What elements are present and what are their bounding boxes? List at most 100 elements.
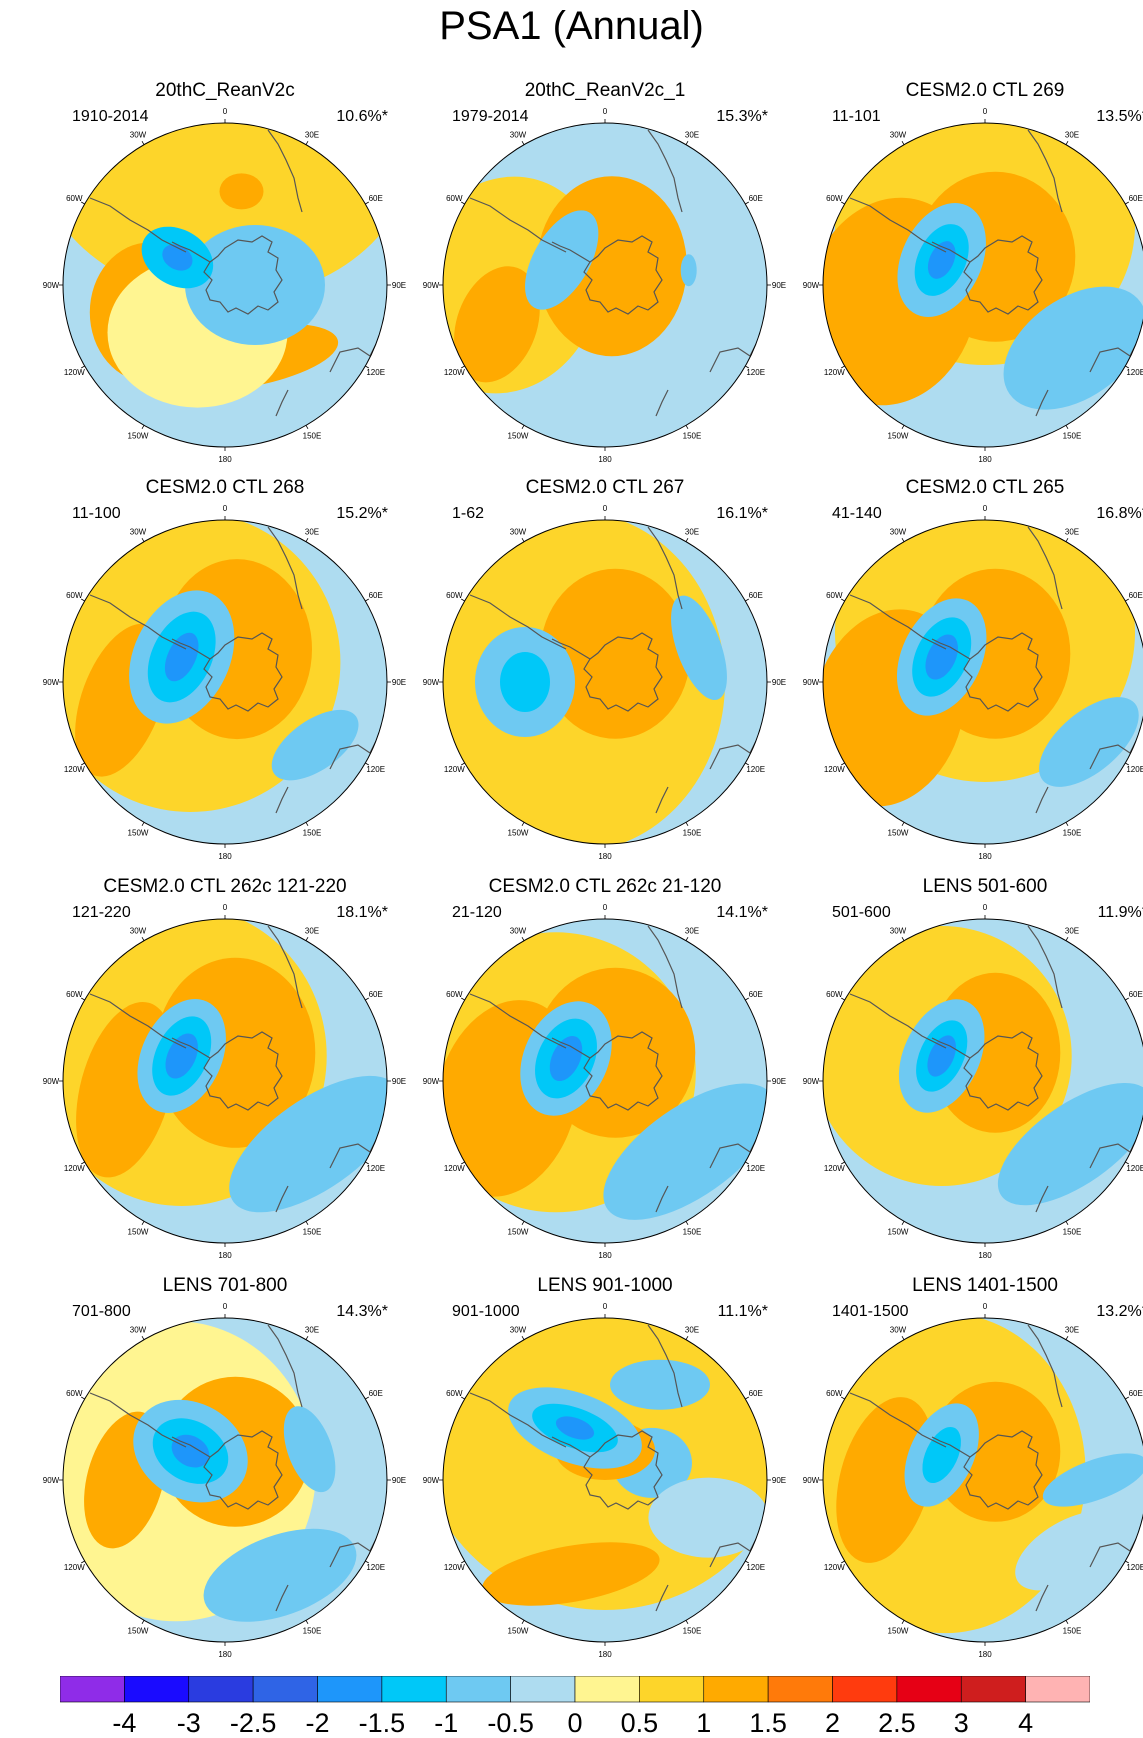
- longitude-tick: [1125, 1161, 1129, 1165]
- negative-anomaly-contour: [203, 1528, 357, 1622]
- map-panel: 030E60E90E120E150E180150W120W90W60W30WLE…: [800, 876, 1143, 1276]
- longitude-tick: [1065, 822, 1069, 826]
- longitude-label: 30E: [685, 130, 699, 139]
- longitude-label: 30E: [685, 527, 699, 536]
- longitude-tick: [305, 141, 309, 145]
- panel-variance-pct: 13.5%*: [1096, 108, 1143, 125]
- longitude-label: 30W: [130, 926, 147, 935]
- panel-variance-pct: 11.1%*: [717, 1303, 768, 1320]
- colorbar-swatch: [124, 1676, 190, 1703]
- longitude-label: 180: [598, 455, 612, 464]
- map-panel: 0 30E 60E 90E 120E 150E 180 150W 120W 90W 60W 30W CE…: [40, 876, 410, 1276]
- longitude-label: 30W: [510, 926, 527, 935]
- panel-years: 701-800: [72, 1303, 131, 1320]
- longitude-tick: [841, 201, 845, 205]
- longitude-label: 30W: [130, 1325, 147, 1334]
- longitude-label: 120W: [64, 1164, 85, 1173]
- longitude-label: 180: [598, 1251, 612, 1260]
- longitude-label: 90W: [803, 1077, 820, 1086]
- negative-anomaly-contour: [671, 595, 727, 701]
- longitude-tick: [365, 365, 369, 369]
- negative-anomaly-contour: [610, 1359, 710, 1410]
- longitude-label: 90W: [43, 1476, 60, 1485]
- longitude-label: 30W: [890, 527, 907, 536]
- coastline-africa: [267, 1324, 303, 1408]
- longitude-tick: [1125, 201, 1129, 205]
- longitude-label: 30E: [305, 926, 319, 935]
- coastline-antarctica: [963, 1430, 1043, 1510]
- longitude-tick: [1125, 365, 1129, 369]
- longitude-tick: [685, 822, 689, 826]
- longitude-label: 60E: [369, 1389, 383, 1398]
- longitude-tick: [365, 1161, 369, 1165]
- longitude-label: 150W: [128, 1228, 149, 1237]
- negative-anomaly-contour: [1003, 286, 1143, 410]
- longitude-tick: [521, 1221, 525, 1225]
- longitude-label: 30W: [890, 130, 907, 139]
- longitude-label: 60W: [826, 990, 843, 999]
- longitude-tick: [901, 141, 905, 145]
- colorbar: -4 -3 -2.5 -2 -1.5 -1 -0.5 0 0.5 1 1.5 2 2.5 3 4: [60, 1676, 1090, 1736]
- panel-variance-pct: 18.1%*: [336, 904, 388, 921]
- panel-variance-pct: 14.3%*: [336, 1303, 388, 1320]
- longitude-tick: [745, 201, 749, 205]
- longitude-tick: [365, 1560, 369, 1564]
- longitude-tick: [521, 141, 525, 145]
- longitude-tick: [745, 365, 749, 369]
- negative-anomaly-contour: [229, 1075, 387, 1213]
- coastline-antarctica: [963, 235, 1043, 315]
- coastline-peninsula: [171, 638, 211, 660]
- colorbar-level-label: 1.5: [749, 1708, 787, 1736]
- longitude-label: 90E: [392, 1476, 406, 1485]
- longitude-tick: [685, 425, 689, 429]
- longitude-label: 30W: [510, 1325, 527, 1334]
- longitude-label: 120W: [824, 368, 845, 377]
- longitude-tick: [685, 1221, 689, 1225]
- longitude-tick: [901, 1620, 905, 1624]
- longitude-label: 30E: [305, 1325, 319, 1334]
- longitude-label: 150E: [303, 432, 322, 441]
- longitude-tick: [141, 538, 145, 542]
- coastline-africa: [1027, 1324, 1063, 1408]
- colorbar-level-label: -1: [434, 1708, 458, 1736]
- longitude-label: 150E: [1063, 1627, 1082, 1636]
- longitude-tick: [365, 997, 369, 1001]
- coastline-africa: [1027, 925, 1063, 1009]
- panel-title: CESM2.0 CTL 262c 121-220: [103, 876, 347, 897]
- coastline-peninsula: [551, 241, 591, 263]
- panel-years: 121-220: [72, 904, 131, 921]
- colorbar-level-label: -0.5: [487, 1708, 534, 1736]
- longitude-tick: [141, 1620, 145, 1624]
- coastline-nz: [655, 786, 669, 814]
- positive-anomaly-contour: [836, 1397, 934, 1563]
- colorbar-level-label: -3: [177, 1708, 201, 1736]
- negative-anomaly-contour: [185, 225, 325, 345]
- longitude-tick: [141, 822, 145, 826]
- negative-anomaly-contour: [171, 1434, 210, 1468]
- coastline-africa: [647, 526, 683, 610]
- longitude-tick: [81, 1396, 85, 1400]
- longitude-label: 60W: [446, 990, 463, 999]
- longitude-label: 0: [603, 903, 608, 912]
- longitude-tick: [1065, 141, 1069, 145]
- coastline-samerica: [849, 594, 947, 650]
- coastline-nz: [1035, 1185, 1049, 1213]
- coastline-africa: [647, 129, 683, 213]
- colorbar-swatch: [60, 1676, 125, 1703]
- longitude-label: 180: [598, 1650, 612, 1659]
- coastline-antarctica: [203, 235, 283, 315]
- longitude-label: 60E: [1129, 591, 1143, 600]
- panel-title: 20thC_ReanV2c_1: [524, 80, 686, 101]
- longitude-label: 120E: [366, 368, 385, 377]
- longitude-tick: [81, 365, 85, 369]
- longitude-tick: [305, 1221, 309, 1225]
- longitude-label: 150W: [128, 1627, 149, 1636]
- longitude-label: 30W: [510, 130, 527, 139]
- panel-title: 20thC_ReanV2c: [155, 80, 295, 101]
- longitude-label: 120E: [1126, 368, 1143, 377]
- longitude-label: 0: [983, 1302, 988, 1311]
- longitude-tick: [1125, 1396, 1129, 1400]
- colorbar-swatch: [188, 1676, 254, 1703]
